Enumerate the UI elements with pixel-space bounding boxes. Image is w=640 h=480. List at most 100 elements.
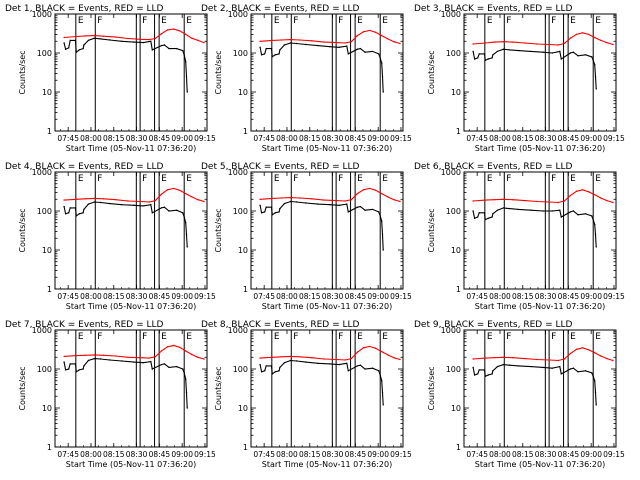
data-point-lld — [311, 198, 313, 200]
data-point-events — [93, 37, 96, 39]
x-tick-label: 08:15 — [299, 134, 321, 143]
data-point-lld — [289, 38, 292, 41]
event-marker-label: E — [570, 16, 576, 26]
x-tick-label: 09:15 — [390, 450, 412, 459]
data-point-lld — [191, 196, 193, 198]
event-marker-label: F — [293, 174, 298, 184]
event-marker-label: E — [357, 332, 363, 342]
data-point-events — [64, 48, 67, 50]
data-point-events — [569, 52, 572, 54]
data-point-lld — [84, 198, 87, 200]
data-point-lld — [575, 190, 578, 192]
data-point-events — [151, 49, 153, 51]
series-line-events — [63, 358, 188, 409]
y-tick-label: 10 — [238, 88, 248, 97]
data-point-lld — [166, 189, 169, 191]
data-point-events — [382, 91, 384, 93]
data-point-events — [279, 366, 281, 369]
data-point-events — [142, 205, 144, 207]
y-tick-label: 1 — [243, 285, 248, 294]
event-marker-label: E — [274, 16, 280, 26]
data-point-events — [496, 365, 499, 368]
event-marker-label: F — [338, 174, 343, 184]
data-point-lld — [350, 199, 352, 201]
plot-frame — [54, 13, 208, 132]
data-point-events — [186, 246, 188, 248]
data-point-lld — [600, 355, 602, 357]
series-line-lld — [260, 187, 401, 203]
data-point-lld — [581, 189, 584, 191]
y-tick-label: 100 — [446, 207, 461, 216]
data-point-lld — [536, 358, 538, 361]
x-tick-label: 08:15 — [512, 450, 534, 459]
x-tick-label: 07:45 — [253, 134, 275, 143]
y-tick-label: 1000 — [441, 326, 461, 335]
x-tick-label: 08:00 — [276, 450, 298, 459]
event-marker-label: E — [186, 332, 192, 342]
data-point-events — [484, 219, 486, 221]
data-point-events — [182, 49, 184, 52]
data-point-lld — [524, 357, 526, 360]
y-tick-label: 1 — [456, 285, 461, 294]
data-point-lld — [594, 36, 596, 39]
data-point-events — [99, 358, 102, 360]
data-point-events — [74, 207, 77, 209]
data-point-lld — [612, 201, 614, 204]
detector-panel-1: Det 1, BLACK = Events, RED = LLD 1 10 100 10… — [5, 4, 216, 153]
data-point-events — [551, 210, 553, 212]
x-tick-label: 09:00 — [580, 292, 602, 301]
plot-frame — [463, 171, 617, 290]
data-point-events — [63, 42, 65, 44]
event-marker-label: F — [97, 16, 102, 26]
data-point-events — [478, 53, 480, 55]
data-point-events — [160, 207, 163, 209]
data-point-events — [473, 217, 476, 219]
data-point-events — [508, 207, 511, 210]
x-tick-label: 07:45 — [57, 134, 79, 143]
y-tick-label: 10 — [238, 404, 248, 413]
panel-title: Det 5, BLACK = Events, RED = LLD — [201, 162, 360, 172]
data-point-lld — [298, 39, 301, 41]
data-point-events — [584, 370, 587, 372]
data-point-events — [594, 380, 596, 382]
data-point-lld — [311, 357, 313, 359]
data-point-events — [270, 47, 273, 50]
data-point-events — [278, 211, 280, 213]
x-tick-label: 08:45 — [149, 450, 171, 459]
data-point-events — [595, 246, 597, 248]
event-marker-label: F — [293, 332, 298, 342]
y-tick-label: 10 — [42, 404, 52, 413]
x-tick-label: 08:00 — [489, 134, 511, 143]
data-point-events — [491, 216, 493, 218]
event-marker-label: F — [551, 16, 556, 26]
data-point-lld — [271, 356, 273, 358]
x-tick-label: 08:00 — [489, 450, 511, 459]
data-point-events — [382, 249, 384, 251]
data-point-events — [577, 55, 579, 57]
x-tick-label: 07:45 — [57, 292, 79, 301]
data-point-lld — [166, 29, 169, 31]
x-tick-label: 08:15 — [512, 134, 534, 143]
data-point-events — [259, 46, 261, 48]
data-point-events — [168, 47, 170, 50]
data-point-events — [160, 363, 163, 366]
data-point-lld — [289, 355, 292, 358]
data-point-lld — [148, 38, 150, 41]
series-line-lld — [473, 347, 614, 362]
y-tick-label: 1 — [47, 443, 52, 452]
data-point-lld — [75, 198, 78, 200]
data-point-lld — [493, 41, 496, 43]
data-point-lld — [259, 357, 261, 359]
y-tick-label: 100 — [37, 365, 52, 374]
data-point-lld — [393, 357, 395, 359]
data-point-lld — [259, 40, 261, 42]
data-point-events — [260, 54, 263, 56]
data-point-events — [64, 213, 67, 215]
data-point-events — [271, 214, 273, 216]
data-point-events — [265, 47, 267, 50]
event-marker-label: E — [357, 16, 363, 26]
data-point-lld — [493, 357, 496, 359]
data-point-events — [175, 47, 178, 50]
plot-frame — [54, 171, 208, 290]
y-tick-label: 1000 — [32, 326, 52, 335]
